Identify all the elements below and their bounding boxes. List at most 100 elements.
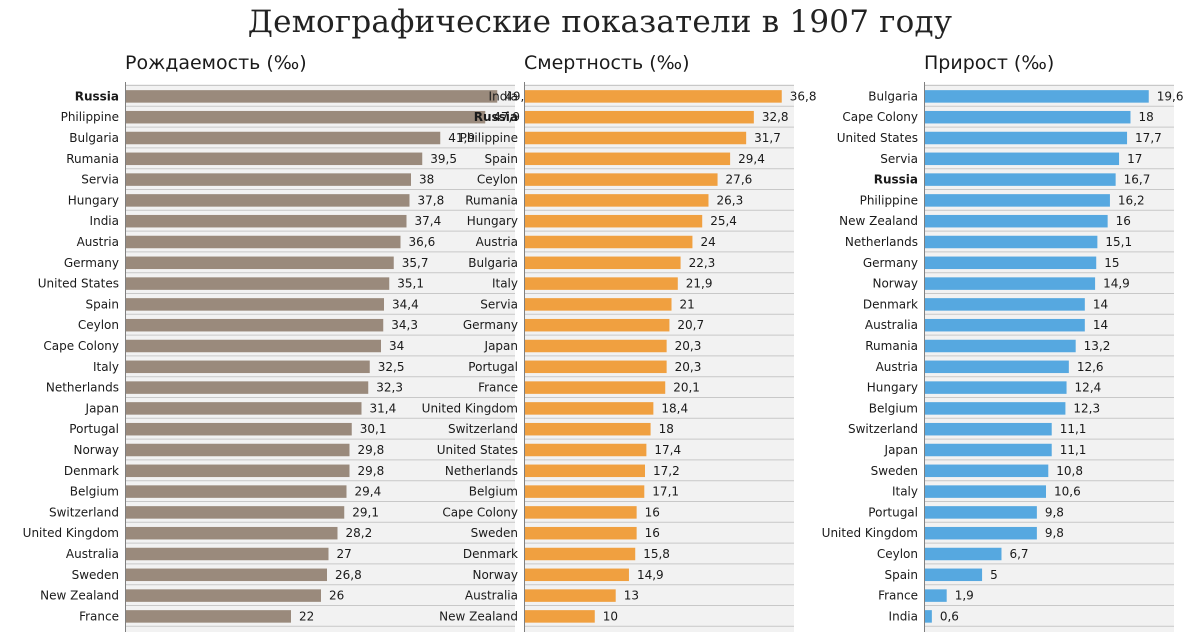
birth-rate-panel-title: Рождаемость (‰) bbox=[125, 52, 307, 74]
birth-category-label: Italy bbox=[93, 360, 119, 374]
birth-category-label: Bulgaria bbox=[69, 131, 119, 145]
growth-bar bbox=[925, 152, 1120, 166]
growth-value-label: 18 bbox=[1138, 110, 1153, 124]
growth-category-label: Ceylon bbox=[877, 547, 918, 561]
birth-category-label: Switzerland bbox=[49, 505, 119, 519]
birth-bar bbox=[126, 547, 329, 561]
growth-category-label: Germany bbox=[863, 256, 918, 270]
death-category-label: Belgium bbox=[469, 485, 518, 499]
growth-value-label: 16,2 bbox=[1118, 193, 1145, 207]
death-category-label: Portugal bbox=[468, 360, 518, 374]
birth-category-label: Portugal bbox=[69, 422, 119, 436]
death-bar bbox=[525, 110, 754, 124]
death-bar bbox=[525, 402, 654, 415]
death-category-label: Italy bbox=[492, 277, 518, 291]
death-category-label: Austria bbox=[476, 235, 518, 249]
birth-bar bbox=[126, 485, 347, 498]
death-value-label: 24 bbox=[700, 235, 715, 249]
birth-value-label: 30,1 bbox=[360, 422, 387, 436]
growth-bar bbox=[925, 298, 1085, 311]
growth-value-label: 12,3 bbox=[1073, 401, 1100, 415]
growth-value-label: 10,6 bbox=[1054, 485, 1081, 499]
birth-bar bbox=[126, 526, 338, 540]
growth-category-label: India bbox=[889, 609, 918, 623]
death-bar bbox=[525, 610, 595, 623]
birth-bar bbox=[126, 402, 362, 415]
death-value-label: 17,2 bbox=[653, 464, 680, 478]
birth-category-label: France bbox=[79, 609, 119, 623]
growth-category-label: Netherlands bbox=[845, 235, 918, 249]
death-value-label: 36,8 bbox=[790, 89, 817, 103]
death-value-label: 25,4 bbox=[710, 214, 737, 228]
growth-bar bbox=[925, 526, 1037, 540]
birth-category-label: Ceylon bbox=[78, 318, 119, 332]
death-bar bbox=[525, 506, 637, 519]
growth-value-label: 6,7 bbox=[1009, 547, 1028, 561]
death-category-label: Japan bbox=[484, 339, 518, 353]
growth-bar bbox=[925, 610, 932, 623]
growth-bar bbox=[925, 90, 1149, 103]
growth-panel: Bulgaria 19,6 Cape Colony 18 United States 17… bbox=[822, 82, 1183, 632]
growth-category-label: Portugal bbox=[868, 505, 918, 519]
birth-bar bbox=[126, 339, 381, 353]
birth-value-label: 31,4 bbox=[370, 401, 397, 415]
birth-category-label: India bbox=[90, 214, 119, 228]
growth-value-label: 10,8 bbox=[1056, 464, 1083, 478]
death-value-label: 20,3 bbox=[675, 360, 702, 374]
growth-category-label: Denmark bbox=[863, 297, 918, 311]
growth-bar bbox=[925, 339, 1076, 353]
birth-bar bbox=[126, 256, 394, 270]
death-bar bbox=[525, 464, 645, 478]
death-value-label: 22,3 bbox=[689, 256, 716, 270]
death-value-label: 17,4 bbox=[654, 443, 681, 457]
birth-value-label: 26,8 bbox=[335, 568, 362, 582]
growth-bar bbox=[925, 214, 1108, 228]
death-value-label: 15,8 bbox=[643, 547, 670, 561]
death-bar bbox=[525, 422, 651, 436]
death-bar bbox=[525, 173, 718, 186]
death-category-label: Servia bbox=[480, 297, 518, 311]
death-panel: India 36,8 Russia 32,8 Philippine 31,7 Spain 29… bbox=[422, 82, 817, 632]
birth-value-label: 34,3 bbox=[391, 318, 418, 332]
death-category-label: United States bbox=[437, 443, 518, 457]
death-bar bbox=[525, 381, 666, 394]
growth-value-label: 12,6 bbox=[1077, 360, 1104, 374]
growth-bar bbox=[925, 506, 1037, 519]
birth-value-label: 29,1 bbox=[352, 505, 379, 519]
death-category-label: Ceylon bbox=[477, 173, 518, 187]
death-value-label: 18,4 bbox=[661, 401, 688, 415]
death-bar bbox=[525, 90, 782, 103]
birth-bar bbox=[126, 464, 350, 478]
death-value-label: 21,9 bbox=[686, 277, 713, 291]
birth-category-label: Cape Colony bbox=[43, 339, 119, 353]
death-bar bbox=[525, 194, 709, 207]
death-category-label: Norway bbox=[472, 568, 518, 582]
growth-value-label: 0,6 bbox=[940, 609, 959, 623]
birth-bar bbox=[126, 318, 384, 332]
death-category-label: Cape Colony bbox=[442, 505, 518, 519]
birth-category-label: Belgium bbox=[70, 485, 119, 499]
death-category-label: Australia bbox=[465, 589, 518, 603]
death-value-label: 16 bbox=[645, 505, 660, 519]
birth-bar bbox=[126, 298, 384, 311]
death-category-label: India bbox=[489, 89, 518, 103]
growth-category-label: Russia bbox=[874, 173, 918, 187]
death-category-label: United Kingdom bbox=[422, 401, 518, 415]
birth-category-label: Denmark bbox=[64, 464, 119, 478]
death-bar bbox=[525, 589, 616, 602]
growth-bar bbox=[925, 235, 1098, 249]
birth-bar bbox=[126, 110, 486, 124]
birth-value-label: 32,3 bbox=[376, 381, 403, 395]
death-bar bbox=[525, 443, 647, 457]
death-value-label: 32,8 bbox=[762, 110, 789, 124]
growth-value-label: 14 bbox=[1093, 318, 1108, 332]
growth-category-label: New Zealand bbox=[839, 214, 918, 228]
growth-value-label: 15,1 bbox=[1105, 235, 1132, 249]
death-rate-panel-title: Смертность (‰) bbox=[524, 52, 690, 74]
birth-category-label: Russia bbox=[75, 89, 119, 103]
birth-category-label: Philippine bbox=[61, 110, 119, 124]
birth-category-label: New Zealand bbox=[40, 589, 119, 603]
birth-value-label: 47,9 bbox=[493, 110, 520, 124]
birth-value-label: 37,4 bbox=[415, 214, 442, 228]
growth-category-label: France bbox=[878, 589, 918, 603]
